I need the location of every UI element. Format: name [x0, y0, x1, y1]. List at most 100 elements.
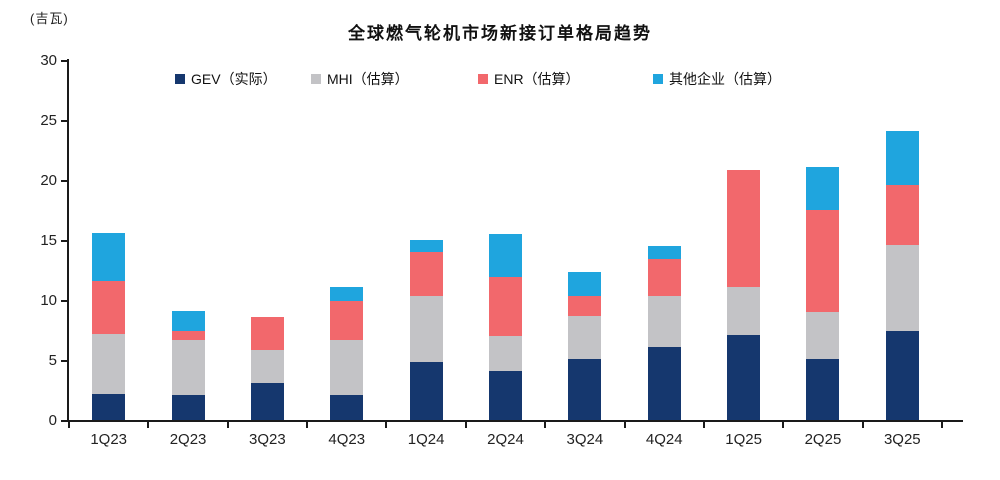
stacked-bar-3q23 — [250, 60, 284, 420]
x-axis-tick — [226, 422, 229, 428]
y-axis-tick-label: 20 — [40, 172, 57, 189]
bar-segment — [330, 301, 364, 340]
legend-item: 其他企业（估算） — [653, 69, 781, 89]
stacked-bar-3q24 — [568, 60, 602, 420]
bar-segment — [568, 296, 602, 316]
bar-segment — [171, 394, 205, 420]
legend-item: MHI（估算） — [311, 69, 409, 89]
legend-label: MHI（估算） — [327, 71, 409, 87]
bar-segment — [250, 350, 284, 383]
bar-segment — [330, 286, 364, 302]
legend-label: 其他企业（估算） — [669, 71, 781, 87]
bar-segment — [885, 184, 919, 245]
legend-swatch-icon — [653, 74, 663, 84]
y-axis-unit-label: (吉瓦) — [30, 11, 69, 26]
stacked-bar-2q24 — [489, 60, 522, 420]
x-axis-tick — [544, 422, 547, 428]
y-axis-tick-label: 15 — [40, 232, 57, 249]
legend: GEV（实际） MHI（估算） ENR（估算） 其他企业（估算） — [0, 69, 1000, 89]
x-axis-tick-label: 1Q25 — [725, 431, 762, 448]
bar-segment — [92, 280, 126, 334]
bar-segment — [885, 331, 919, 420]
bar-segment — [489, 370, 522, 420]
x-axis-tick — [385, 422, 388, 428]
y-axis-tick — [61, 120, 67, 122]
x-axis-tick-label: 3Q24 — [566, 431, 604, 448]
bar-segment — [171, 339, 205, 395]
stacked-bar-2q25 — [806, 60, 840, 420]
bar-segment — [806, 312, 840, 359]
legend-item: ENR（估算） — [478, 69, 580, 89]
x-axis-tick-label: 1Q23 — [90, 431, 128, 448]
bar-segment — [92, 232, 126, 281]
bar-segment — [568, 315, 602, 359]
bar-segment — [92, 393, 126, 420]
legend-swatch-icon — [478, 74, 488, 84]
bar-segment — [489, 336, 522, 371]
x-axis-tick — [861, 422, 864, 428]
bar-segment — [330, 394, 364, 420]
bar-segment — [568, 358, 602, 420]
chart-title: 全球燃气轮机市场新接订单格局趋势 — [348, 24, 652, 43]
y-axis-tick — [61, 300, 67, 302]
stacked-bar-3q25 — [885, 60, 919, 420]
x-axis-tick-label: 4Q24 — [645, 431, 683, 448]
bar-segment — [727, 170, 761, 287]
bar-segment — [806, 166, 840, 210]
legend-label: GEV（实际） — [191, 71, 277, 87]
stacked-bar-1q23 — [92, 60, 126, 420]
bar-segment — [885, 130, 919, 185]
x-axis-tick-label: 2Q25 — [804, 431, 842, 448]
x-axis-tick-label: 3Q25 — [883, 431, 921, 448]
bar-segment — [250, 382, 284, 420]
bar-segment — [885, 244, 919, 332]
bar-segment — [250, 316, 284, 351]
stacked-bar-1q24 — [409, 60, 443, 420]
x-axis-tick-label: 4Q23 — [328, 431, 366, 448]
y-axis-tick — [61, 360, 67, 362]
bar-segment — [489, 234, 522, 278]
legend-swatch-icon — [311, 74, 321, 84]
bar-segment — [330, 339, 364, 395]
y-axis-tick — [61, 420, 67, 422]
bar-segment — [171, 331, 205, 340]
x-axis-tick — [68, 422, 70, 428]
y-axis-tick-label: 0 — [48, 412, 57, 429]
plot-area — [69, 60, 942, 420]
y-axis-tick — [61, 180, 67, 182]
y-axis-tick-label: 30 — [40, 52, 57, 69]
legend-swatch-icon — [175, 74, 185, 84]
y-axis-tick — [61, 240, 67, 242]
y-axis-tick-label: 5 — [48, 352, 57, 369]
x-axis-tick — [702, 422, 705, 428]
bar-segment — [409, 240, 443, 252]
bar-segment — [647, 346, 681, 420]
bar-segment — [647, 259, 681, 297]
x-axis-tick — [147, 422, 150, 428]
x-axis-tick-label: 1Q24 — [407, 431, 445, 448]
y-axis-line — [67, 59, 69, 422]
bar-segment — [409, 252, 443, 297]
x-axis-tick — [623, 422, 626, 428]
bar-segment — [647, 296, 681, 347]
y-axis-tick-label: 25 — [40, 112, 57, 129]
x-axis-tick-label: 2Q24 — [487, 431, 524, 448]
bar-segment — [489, 277, 522, 336]
x-axis-tick — [306, 422, 309, 428]
stacked-bar-1q25 — [727, 60, 761, 420]
stacked-bar-2q23 — [171, 60, 205, 420]
y-axis-tick-label: 10 — [40, 292, 57, 309]
bar-segment — [409, 296, 443, 363]
legend-item: GEV（实际） — [175, 69, 277, 89]
bar-segment — [727, 334, 761, 420]
x-axis-tick-label: 2Q23 — [169, 431, 207, 448]
stacked-bar-4q23 — [330, 60, 364, 420]
bar-segment — [806, 358, 840, 420]
x-axis-tick — [464, 422, 467, 428]
bar-segment — [647, 246, 681, 260]
bar-segment — [727, 286, 761, 335]
x-axis-line — [67, 420, 963, 422]
bar-segment — [409, 362, 443, 420]
x-axis-tick — [782, 422, 785, 428]
